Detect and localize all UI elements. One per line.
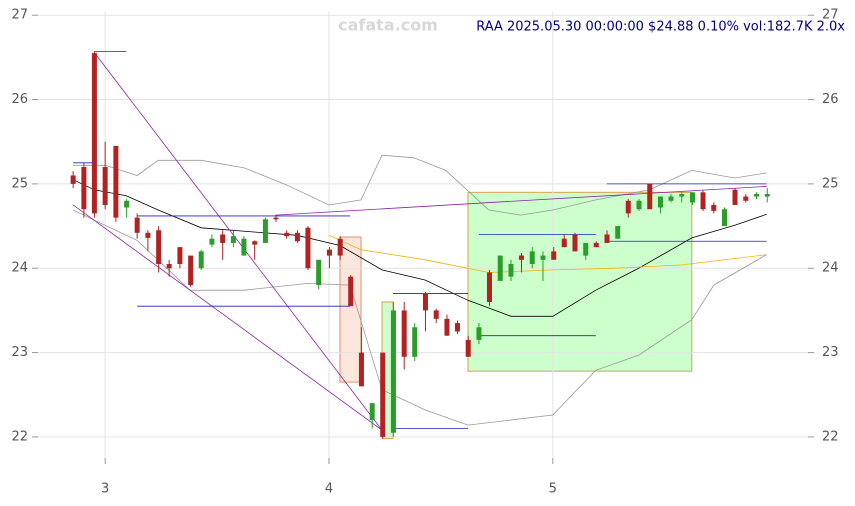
candle-body bbox=[156, 230, 162, 265]
candle-body bbox=[262, 219, 268, 243]
candle-body bbox=[348, 276, 354, 307]
candle-body bbox=[390, 310, 396, 433]
candles bbox=[70, 51, 770, 439]
candle-body bbox=[465, 339, 471, 357]
candle-body bbox=[380, 352, 386, 437]
candle-body bbox=[241, 238, 247, 256]
candle-body bbox=[91, 53, 97, 214]
trend-line bbox=[93, 52, 383, 431]
candle-body bbox=[358, 352, 364, 387]
zone bbox=[339, 236, 362, 383]
candle-body bbox=[476, 327, 482, 340]
candle-body bbox=[220, 234, 226, 243]
candle-body bbox=[252, 241, 258, 245]
candle-body bbox=[764, 194, 770, 197]
y-tick-label: 25 bbox=[11, 176, 28, 191]
y-tick-label: 26 bbox=[822, 92, 839, 107]
chart-title: RAA 2025.05.30 00:00:00 $24.88 0.10% vol… bbox=[476, 20, 845, 35]
candle-body bbox=[369, 403, 375, 421]
x-tick-label: 5 bbox=[549, 482, 557, 497]
overlays bbox=[72, 51, 767, 431]
candle-body bbox=[561, 238, 567, 248]
overlay-line bbox=[72, 209, 767, 426]
candle-body bbox=[668, 196, 674, 201]
candle-body bbox=[145, 232, 151, 238]
candle-body bbox=[412, 327, 418, 357]
candle-body bbox=[444, 318, 450, 336]
candle-body bbox=[593, 242, 599, 248]
candle-body bbox=[657, 196, 663, 208]
candle-body bbox=[134, 217, 140, 233]
candle-body bbox=[497, 255, 503, 281]
y-tick-label: 27 bbox=[11, 8, 28, 23]
y-tick-label: 23 bbox=[11, 345, 28, 360]
candle-body bbox=[551, 251, 557, 260]
candle-body bbox=[188, 255, 194, 286]
y-tick-label: 24 bbox=[822, 261, 839, 276]
watermark: cafata.com bbox=[338, 16, 438, 35]
candle-body bbox=[337, 238, 343, 256]
candle-body bbox=[209, 238, 215, 245]
candle-body bbox=[636, 200, 642, 210]
candle-body bbox=[679, 194, 685, 197]
candle-body bbox=[294, 232, 300, 242]
candle-body bbox=[326, 249, 332, 256]
candle-body bbox=[81, 167, 87, 210]
candle-body bbox=[273, 217, 279, 220]
candle-body bbox=[401, 310, 407, 357]
candle-body bbox=[647, 183, 653, 210]
candle-body bbox=[70, 175, 76, 184]
candle-body bbox=[518, 255, 524, 260]
y-tick-label: 22 bbox=[822, 429, 839, 444]
candle-body bbox=[529, 251, 535, 265]
x-tick-label: 4 bbox=[325, 482, 333, 497]
candle-body bbox=[166, 264, 172, 269]
candle-body bbox=[305, 227, 311, 269]
y-tick-label: 22 bbox=[11, 429, 28, 444]
candle-body bbox=[113, 145, 119, 218]
y-tick-label: 23 bbox=[822, 345, 839, 360]
overlay-line bbox=[72, 179, 767, 317]
trend-line bbox=[72, 204, 383, 431]
y-tick-label: 24 bbox=[11, 261, 28, 276]
candle-body bbox=[486, 272, 492, 302]
overlay-line bbox=[328, 234, 767, 273]
candle-body bbox=[284, 232, 290, 237]
candle-body bbox=[124, 200, 130, 208]
candle-body bbox=[508, 264, 514, 277]
candle-body bbox=[722, 209, 728, 227]
candle-body bbox=[177, 247, 183, 265]
overlay-line bbox=[73, 154, 767, 216]
candle-body bbox=[316, 259, 322, 286]
candle-body bbox=[540, 255, 546, 260]
candle-body bbox=[711, 204, 717, 211]
candle-body bbox=[422, 293, 428, 311]
candle-body bbox=[732, 189, 738, 205]
candle-body bbox=[604, 234, 610, 243]
candle-body bbox=[198, 251, 204, 269]
zone bbox=[467, 191, 693, 372]
y-tick-label: 25 bbox=[822, 176, 839, 191]
candle-body bbox=[754, 194, 760, 197]
y-tick-label: 27 bbox=[822, 8, 839, 23]
candle-body bbox=[433, 310, 439, 319]
candle-body bbox=[625, 200, 631, 214]
candle-body bbox=[572, 234, 578, 252]
candle-body bbox=[700, 192, 706, 210]
candle-body bbox=[690, 192, 695, 203]
candle-body bbox=[615, 226, 621, 239]
candle-body bbox=[743, 196, 749, 201]
candle-body bbox=[583, 242, 589, 256]
zones bbox=[339, 191, 693, 440]
trend-line bbox=[275, 186, 767, 216]
candle-body bbox=[230, 236, 236, 243]
y-tick-label: 26 bbox=[11, 92, 28, 107]
x-tick-label: 3 bbox=[101, 482, 109, 497]
candle-body bbox=[102, 167, 108, 205]
candle-body bbox=[454, 323, 460, 332]
